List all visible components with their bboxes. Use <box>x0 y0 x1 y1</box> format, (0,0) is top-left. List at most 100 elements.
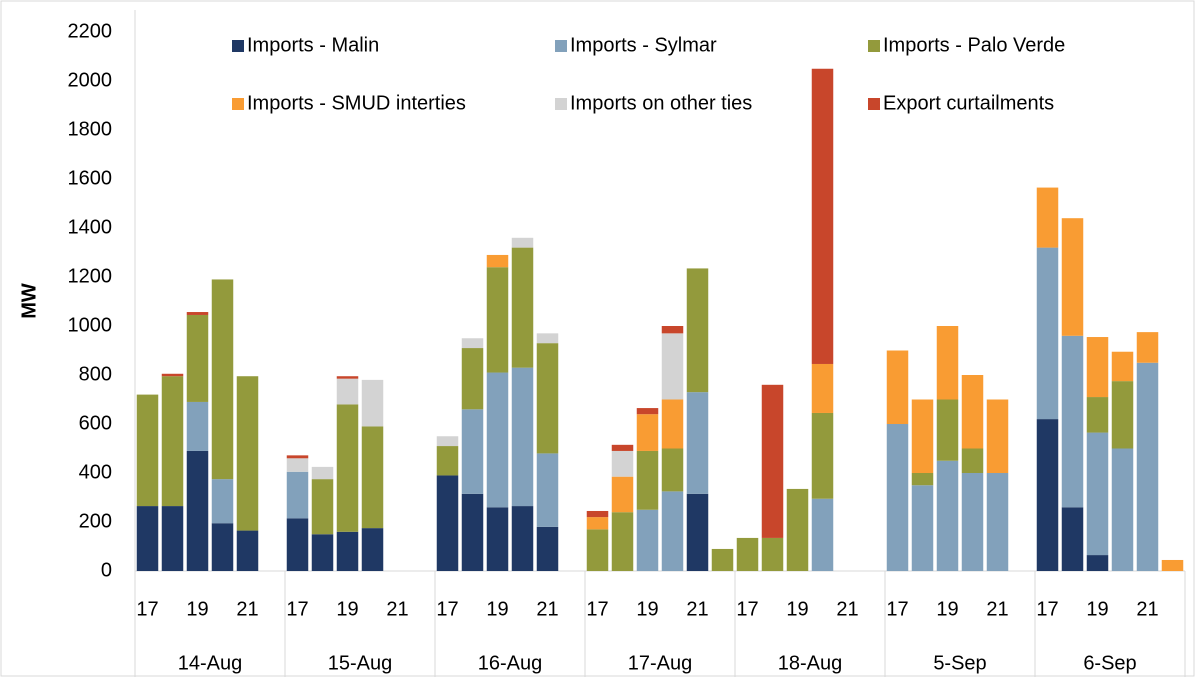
bar-segment <box>336 404 359 532</box>
x-tick-label: 21 <box>686 598 708 620</box>
group-label: 6-Sep <box>1083 652 1136 674</box>
group-label: 14-Aug <box>178 652 243 674</box>
group-label: 18-Aug <box>778 652 843 674</box>
bar-segment <box>886 350 909 424</box>
bar-segment <box>1111 381 1134 449</box>
bar-segment <box>211 523 234 571</box>
legend-swatch <box>868 40 880 52</box>
bar-segment <box>286 471 309 519</box>
x-tick-label: 17 <box>586 598 608 620</box>
bar-segment <box>661 326 684 334</box>
x-tick-label: 17 <box>736 598 758 620</box>
x-tick-label: 21 <box>236 598 258 620</box>
bar-segment <box>586 529 609 571</box>
bar-segment <box>1086 555 1109 571</box>
x-tick-label: 17 <box>886 598 908 620</box>
bar-segment <box>661 399 684 449</box>
bar-segment <box>786 488 809 571</box>
legend-swatch <box>232 40 244 52</box>
bar-segment <box>811 363 834 413</box>
bar-segment <box>511 367 534 507</box>
bar-segment <box>311 466 334 480</box>
bar-segment <box>286 455 309 459</box>
bar-segment <box>1036 187 1059 248</box>
bar-segment <box>461 338 484 349</box>
bar-segment <box>886 424 909 571</box>
bar-segment <box>936 326 959 400</box>
bar-segment <box>961 473 984 571</box>
x-tick-label: 21 <box>536 598 558 620</box>
bar-segment <box>436 475 459 571</box>
x-tick-label: 19 <box>336 598 358 620</box>
y-tick-label: 400 <box>79 461 112 483</box>
bar-segment <box>511 237 534 248</box>
bar-segment <box>686 493 709 571</box>
bar-segment <box>511 506 534 571</box>
bar-segment <box>186 450 209 571</box>
x-tick-label: 17 <box>286 598 308 620</box>
y-tick-label: 200 <box>79 510 112 532</box>
bar-segment <box>361 379 384 427</box>
legend-label: Imports - Palo Verde <box>883 34 1065 56</box>
y-tick-label: 1000 <box>68 314 113 336</box>
bar-segment <box>586 510 609 518</box>
bar-segment <box>536 526 559 571</box>
bar-segment <box>311 534 334 571</box>
group-label: 15-Aug <box>328 652 393 674</box>
bar-segment <box>186 314 209 402</box>
bar-segment <box>336 376 359 379</box>
x-tick-label: 19 <box>486 598 508 620</box>
y-tick-label: 2000 <box>68 69 113 91</box>
bar-segment <box>486 507 509 571</box>
bar-segment <box>661 448 684 492</box>
legend-swatch <box>555 40 567 52</box>
bar-segment <box>536 343 559 454</box>
legend-label: Imports - SMUD interties <box>247 92 466 114</box>
bar-segment <box>686 268 709 393</box>
bar-segment <box>361 528 384 571</box>
bar-segment <box>811 498 834 571</box>
group-label: 17-Aug <box>628 652 693 674</box>
bar-segment <box>461 348 484 410</box>
bar-segment <box>811 412 834 499</box>
bar-segment <box>961 448 984 473</box>
bar-segment <box>1036 419 1059 571</box>
bar-segment <box>511 247 534 368</box>
bar-segment <box>611 476 634 513</box>
group-label: 16-Aug <box>478 652 543 674</box>
bar-segment <box>161 376 184 507</box>
bar-segment <box>1036 247 1059 420</box>
bar-segment <box>186 401 209 451</box>
y-tick-label: 1200 <box>68 265 113 287</box>
bar-segment <box>286 518 309 571</box>
y-tick-label: 1600 <box>68 167 113 189</box>
bar-segment <box>211 479 234 524</box>
legend-label: Imports - Sylmar <box>570 34 717 56</box>
bar-segment <box>536 333 559 344</box>
bar-segment <box>1136 362 1159 571</box>
bar-segment <box>986 399 1009 473</box>
legend-label: Imports - Malin <box>247 34 379 56</box>
bar-segment <box>361 426 384 529</box>
bar-segment <box>136 506 159 571</box>
y-tick-label: 2200 <box>68 20 113 42</box>
bar-segment <box>761 537 784 571</box>
y-tick-label: 1400 <box>68 216 113 238</box>
legend-swatch <box>555 98 567 110</box>
y-tick-label: 800 <box>79 363 112 385</box>
bar-segment <box>1111 351 1134 382</box>
bar-segment <box>1086 397 1109 433</box>
group-label: 5-Sep <box>933 652 986 674</box>
x-tick-label: 21 <box>1136 598 1158 620</box>
bar-segment <box>311 479 334 535</box>
x-tick-label: 19 <box>936 598 958 620</box>
bar-segment <box>686 392 709 494</box>
bar-segment <box>611 512 634 571</box>
bar-segment <box>236 376 259 531</box>
legend-label: Imports on other ties <box>570 92 752 114</box>
bar-segment <box>161 506 184 571</box>
x-tick-label: 19 <box>636 598 658 620</box>
bar-segment <box>1061 335 1084 508</box>
bar-segment <box>636 408 659 415</box>
x-tick-label: 17 <box>136 598 158 620</box>
